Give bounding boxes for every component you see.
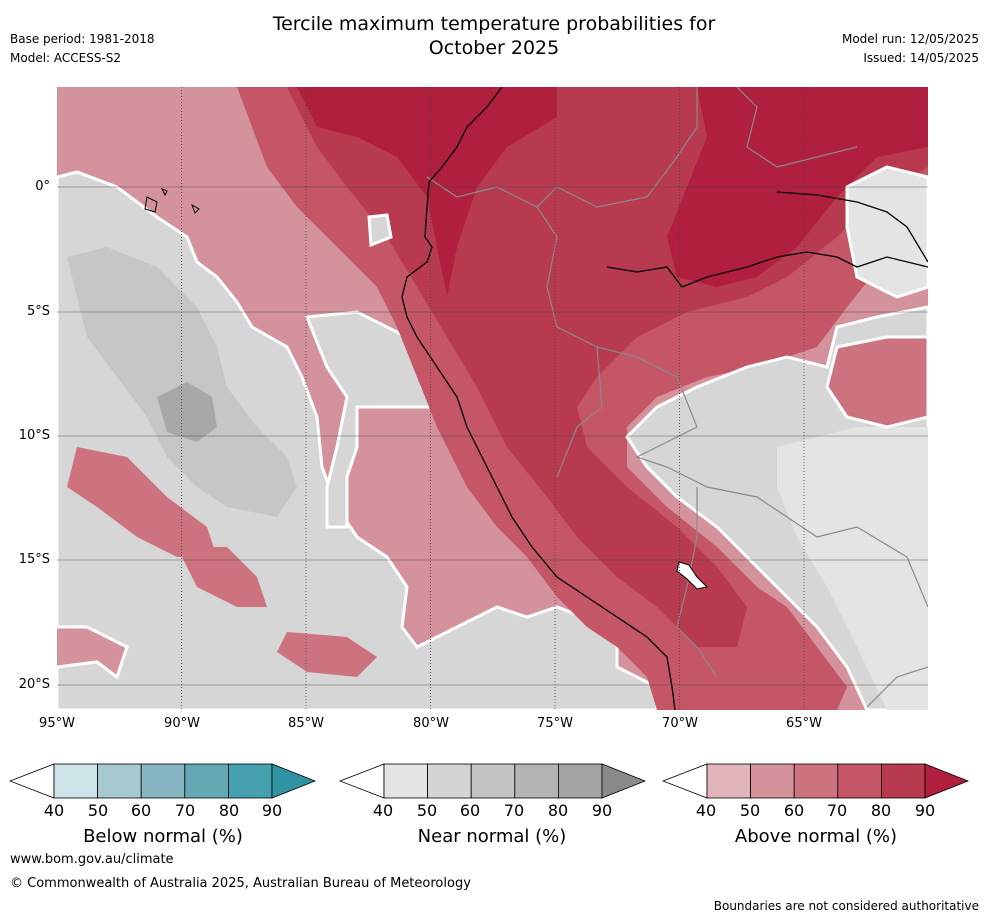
below-tick-80: 80 bbox=[218, 801, 240, 820]
below-bar-segment-2 bbox=[97, 763, 142, 799]
above-tick-40: 40 bbox=[695, 801, 717, 820]
above-normal-highest bbox=[297, 87, 557, 297]
above-normal-east-patch bbox=[825, 335, 928, 429]
above-normal-sw-ocean bbox=[67, 447, 217, 557]
map-canvas bbox=[57, 87, 928, 710]
near-tick-70: 70 bbox=[503, 801, 525, 820]
above-bar-segment-2 bbox=[750, 763, 795, 799]
below-tick-70: 70 bbox=[174, 801, 196, 820]
below-tick-40: 40 bbox=[43, 801, 65, 820]
near-normal-label: Near normal (%) bbox=[417, 826, 567, 847]
lon-tick-90w: 90°W bbox=[164, 716, 200, 731]
near-tick-90: 90 bbox=[591, 801, 613, 820]
model-text: Model: ACCESS-S2 bbox=[10, 51, 122, 65]
lake-titicaca bbox=[676, 561, 709, 590]
above-bar-segment-3 bbox=[793, 763, 839, 799]
lon-tick-75w: 75°W bbox=[537, 716, 573, 731]
issued-text: Issued: 14/05/2025 bbox=[863, 51, 979, 65]
below-bar-segment-1 bbox=[53, 763, 98, 799]
coastlines bbox=[401, 87, 928, 710]
near-tick-60: 60 bbox=[459, 801, 481, 820]
website-text: www.bom.gov.au/climate bbox=[10, 852, 174, 867]
map-title: Tercile maximum temperature probabilitie… bbox=[0, 12, 988, 60]
below-bar-low-arrow bbox=[9, 763, 55, 799]
near-normal-gulf-patch bbox=[367, 213, 393, 248]
title-line-2: October 2025 bbox=[428, 37, 560, 59]
lat-tick-0: 0° bbox=[35, 179, 50, 194]
near-normal-ocean-dark-core bbox=[157, 382, 217, 442]
above-bar-low-arrow bbox=[662, 763, 708, 799]
lon-tick-65w: 65°W bbox=[786, 716, 822, 731]
below-tick-90: 90 bbox=[261, 801, 283, 820]
disclaimer-text: Boundaries are not considered authoritat… bbox=[713, 899, 979, 913]
galapagos-islands bbox=[144, 188, 200, 214]
above-bar-segment-4 bbox=[837, 763, 882, 799]
below-bar-segment-4 bbox=[184, 763, 229, 799]
near-tick-40: 40 bbox=[372, 801, 394, 820]
above-normal-label: Above normal (%) bbox=[734, 826, 898, 847]
model-run-text: Model run: 12/05/2025 bbox=[841, 32, 979, 46]
near-bar-segment-1 bbox=[383, 763, 428, 799]
lon-tick-85w: 85°W bbox=[288, 716, 324, 731]
base-period-text: Base period: 1981-2018 bbox=[10, 32, 155, 46]
near-bar-segment-5 bbox=[557, 763, 603, 799]
lon-tick-80w: 80°W bbox=[413, 716, 449, 731]
country-borders bbox=[426, 87, 928, 708]
above-tick-50: 50 bbox=[739, 801, 761, 820]
below-tick-60: 60 bbox=[130, 801, 152, 820]
near-normal-ocean-core bbox=[67, 247, 297, 517]
latitude-lines bbox=[57, 186, 928, 686]
above-tick-90: 90 bbox=[914, 801, 936, 820]
lat-tick-20s: 20°S bbox=[18, 677, 50, 692]
below-bar-high-arrow bbox=[271, 763, 317, 799]
below-normal-label: Below normal (%) bbox=[83, 826, 243, 847]
lon-tick-70w: 70°W bbox=[662, 716, 698, 731]
above-bar-segment-1 bbox=[706, 763, 751, 799]
above-normal-southern-band bbox=[277, 632, 377, 677]
above-normal-colorbar bbox=[662, 763, 970, 799]
below-bar-segment-3 bbox=[140, 763, 186, 799]
probability-map bbox=[57, 87, 928, 710]
below-normal-colorbar bbox=[9, 763, 317, 799]
title-line-1: Tercile maximum temperature probabilitie… bbox=[272, 13, 716, 35]
above-tick-60: 60 bbox=[783, 801, 805, 820]
near-bar-low-arrow bbox=[339, 763, 385, 799]
graticule bbox=[181, 87, 805, 710]
lat-tick-5s: 5°S bbox=[26, 304, 50, 319]
above-tick-80: 80 bbox=[870, 801, 892, 820]
near-bar-high-arrow bbox=[601, 763, 647, 799]
near-bar-segment-2 bbox=[427, 763, 472, 799]
lat-tick-15s: 15°S bbox=[18, 552, 50, 567]
near-tick-50: 50 bbox=[416, 801, 438, 820]
copyright-text: © Commonwealth of Australia 2025, Austra… bbox=[10, 876, 471, 891]
above-normal-southern-ocean bbox=[177, 547, 267, 607]
below-bar-segment-5 bbox=[227, 763, 273, 799]
lon-tick-95w: 95°W bbox=[39, 716, 75, 731]
near-bar-segment-3 bbox=[470, 763, 516, 799]
above-bar-high-arrow bbox=[924, 763, 970, 799]
lat-tick-10s: 10°S bbox=[18, 428, 50, 443]
near-bar-segment-4 bbox=[514, 763, 559, 799]
above-tick-70: 70 bbox=[826, 801, 848, 820]
above-bar-segment-5 bbox=[880, 763, 926, 799]
near-normal-colorbar bbox=[339, 763, 647, 799]
below-tick-50: 50 bbox=[87, 801, 109, 820]
near-tick-80: 80 bbox=[547, 801, 569, 820]
near-normal-northeast-patch bbox=[845, 165, 928, 299]
near-normal-east-light bbox=[777, 427, 928, 710]
